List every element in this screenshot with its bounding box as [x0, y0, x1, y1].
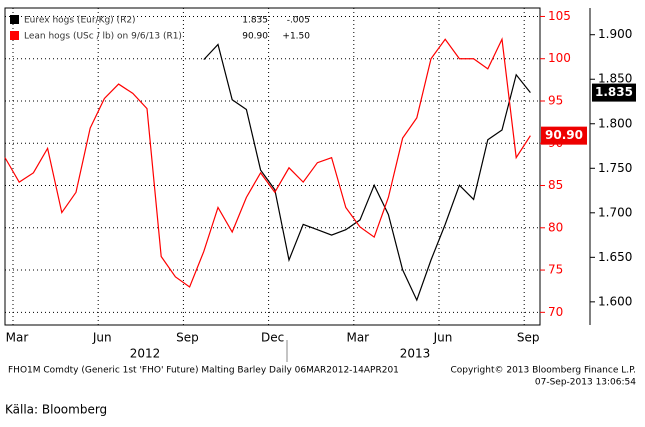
- year-label: 2013: [400, 347, 431, 361]
- legend-last: 1.835: [242, 16, 268, 26]
- x-tick-label: Jun: [92, 331, 112, 345]
- legend-change: +1.50: [282, 32, 310, 42]
- legend-label: Eurex hogs (Eur/Kg) (R2): [24, 16, 136, 26]
- legend-change: -.005: [287, 16, 310, 26]
- x-tick-label: Mar: [346, 331, 369, 345]
- series-line: [203, 43, 531, 302]
- y2-tick-label: 1.650: [598, 250, 632, 264]
- last-flag-label: 90.90: [545, 128, 583, 142]
- x-tick-label: Jun: [433, 331, 453, 345]
- footer-right: Copyright© 2013 Bloomberg Finance L.P.: [451, 366, 636, 376]
- legend-swatch: [10, 31, 19, 40]
- y2-tick-label: 1.750: [598, 161, 632, 175]
- y-tick-label: 70: [548, 305, 563, 319]
- x-tick-label: Dec: [261, 331, 284, 345]
- last-flag-label: 1.835: [595, 85, 633, 99]
- y-tick-label: 105: [548, 9, 571, 23]
- year-label: 2012: [130, 347, 161, 361]
- y2-tick-label: 1.850: [598, 72, 632, 86]
- x-tick-label: Sep: [176, 331, 199, 345]
- plot-frame: [4, 7, 541, 326]
- y-tick-label: 85: [548, 178, 563, 192]
- y2-tick-label: 1.700: [598, 205, 632, 219]
- y-tick-label: 75: [548, 263, 563, 277]
- y2-tick-label: 1.900: [598, 27, 632, 41]
- legend-last: 90.90: [242, 32, 268, 42]
- last-flag: [592, 83, 636, 102]
- y-tick-label: 100: [548, 51, 571, 65]
- y-tick-label: 80: [548, 220, 563, 234]
- footer-left: FHO1M Comdty (Generic 1st 'FHO' Future) …: [8, 366, 399, 376]
- footer-date: 07-Sep-2013 13:06:54: [535, 378, 636, 388]
- x-tick-label: Mar: [6, 331, 29, 345]
- y2-tick-label: 1.600: [598, 294, 632, 308]
- legend-swatch: [10, 15, 19, 24]
- x-tick-label: Sep: [517, 331, 540, 345]
- y-tick-label: 95: [548, 93, 563, 107]
- legend-label: Lean hogs (USc / lb) on 9/6/13 (R1): [24, 32, 182, 42]
- y2-tick-label: 1.800: [598, 116, 632, 130]
- source: Källa: Bloomberg: [5, 403, 107, 417]
- series-line: [4, 37, 531, 288]
- last-flag: [541, 126, 587, 145]
